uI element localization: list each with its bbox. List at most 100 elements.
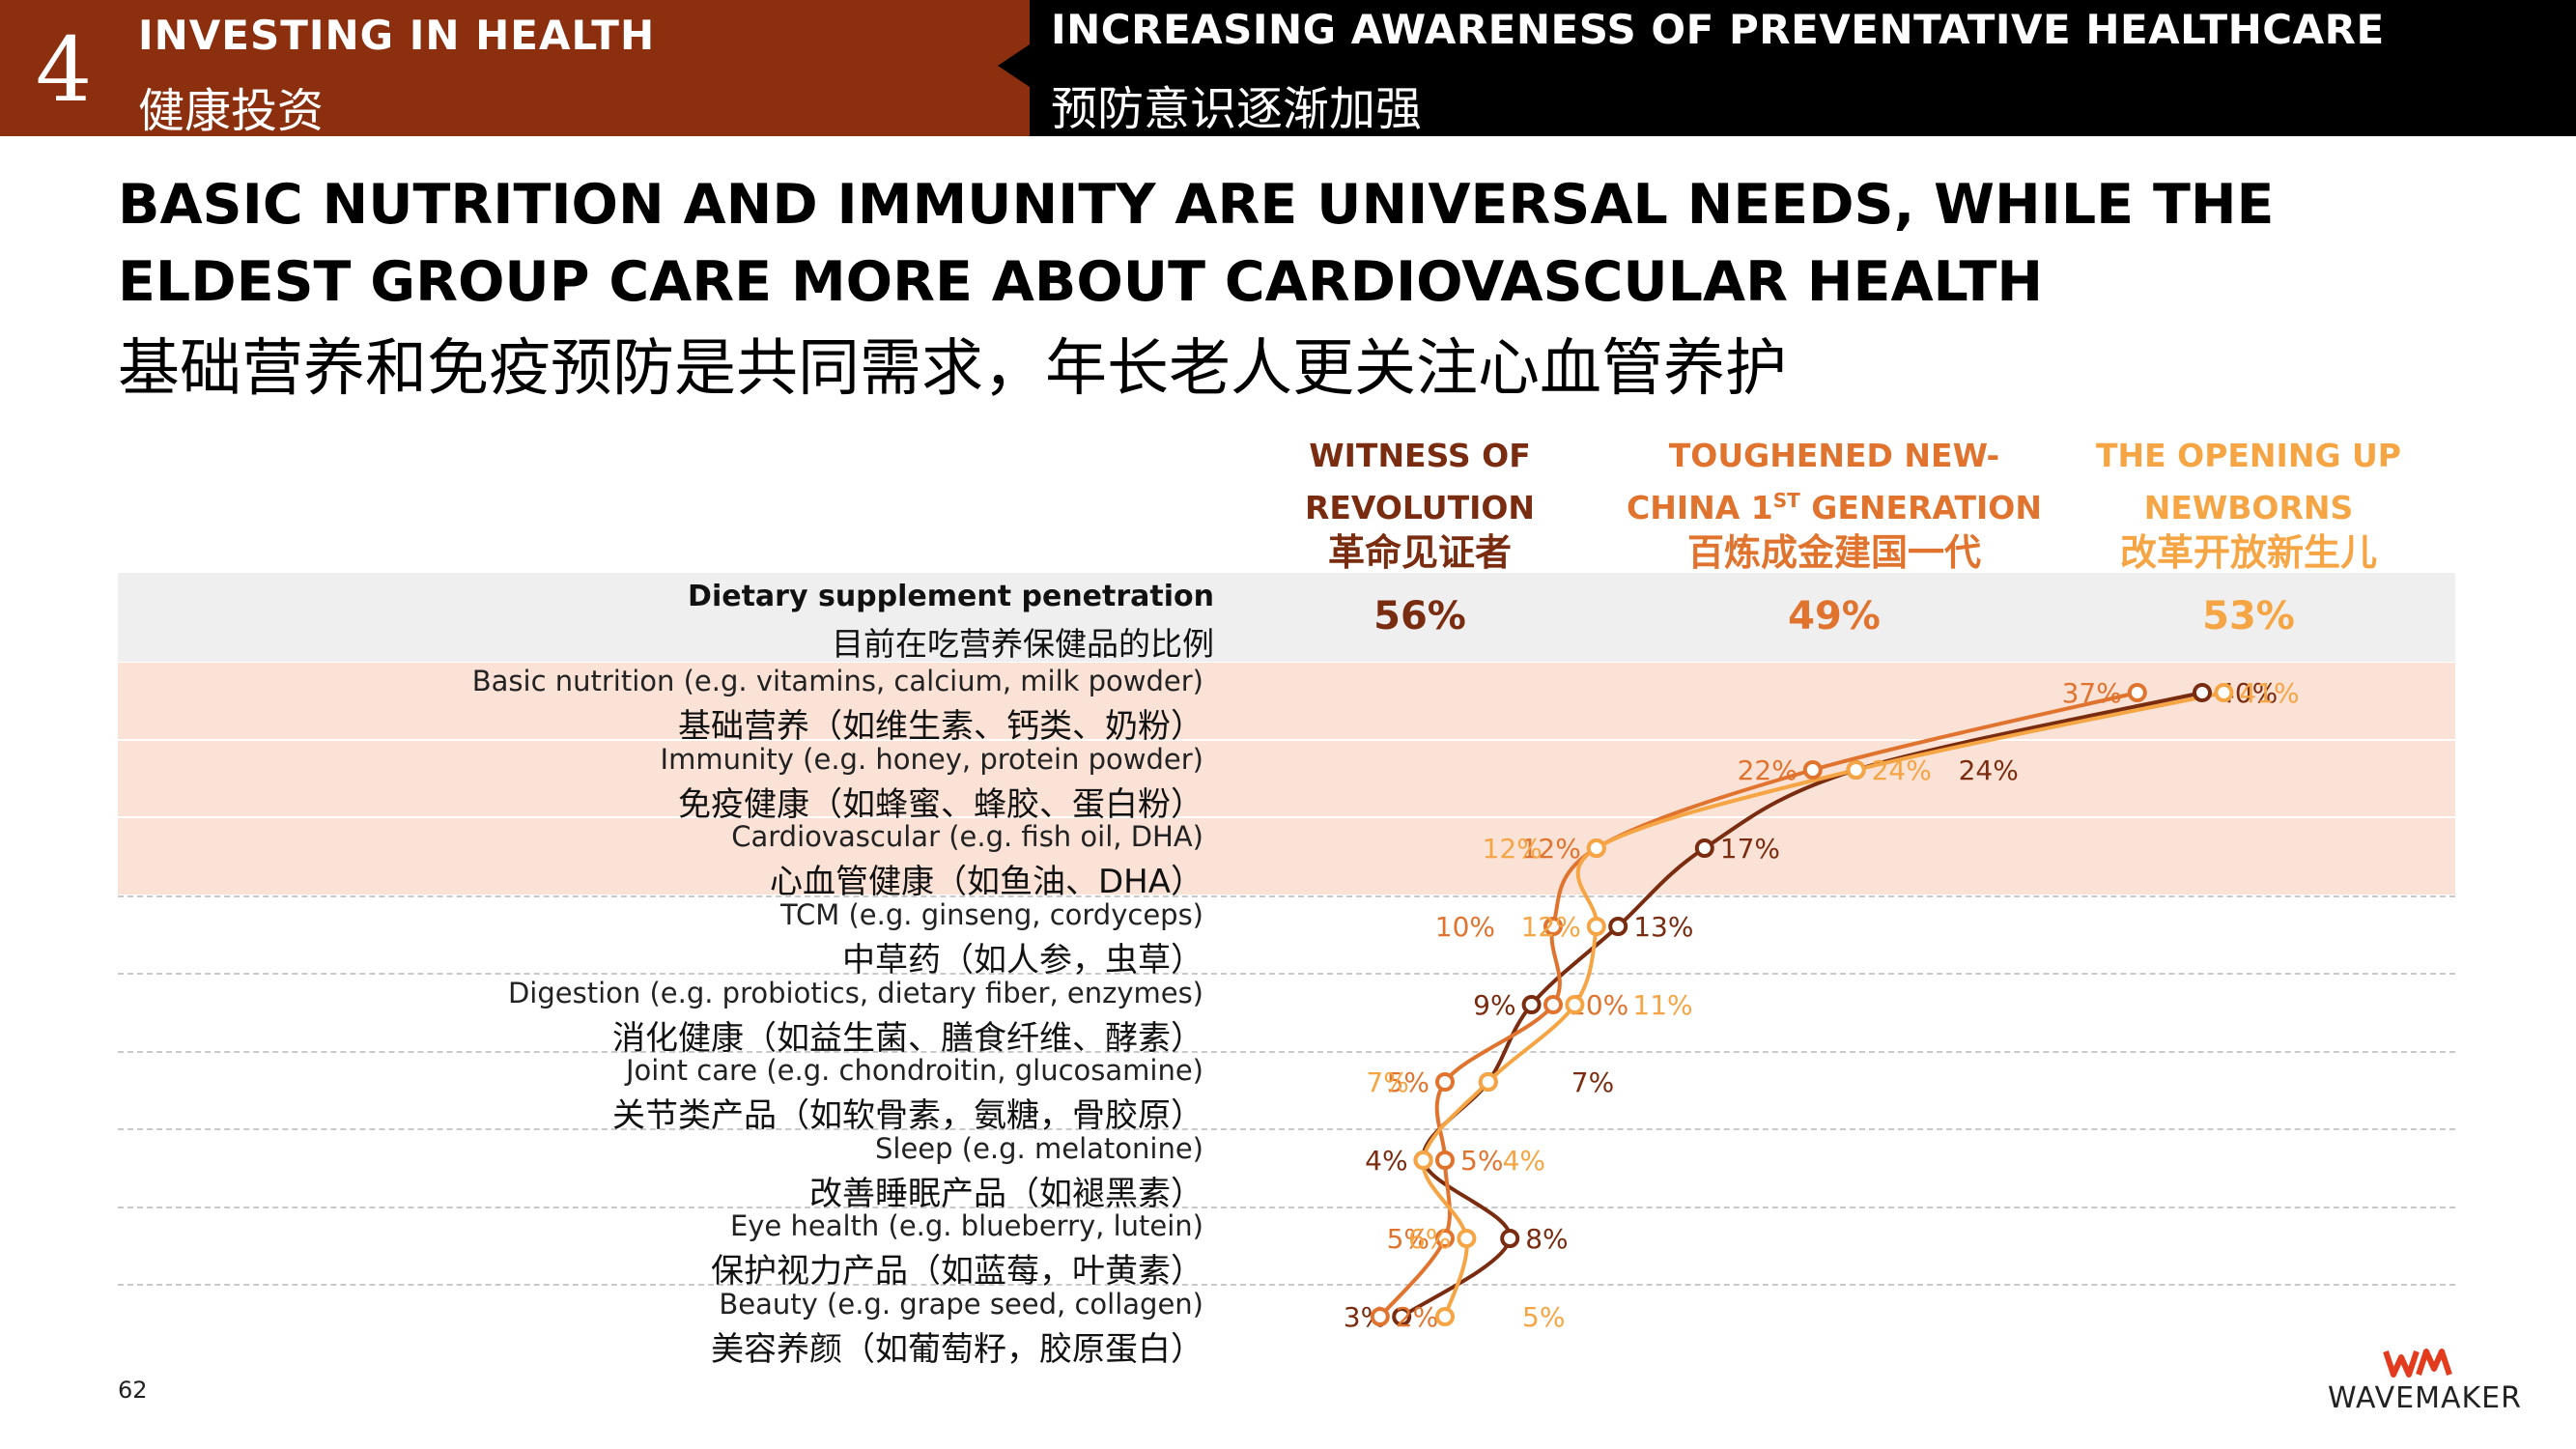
row-separator [118,973,2455,975]
data-point [1846,760,1866,780]
data-label: 37% [2062,677,2122,709]
row-label-zh: 关节类产品（如软骨素，氨糖，骨胶原） [612,1096,1203,1135]
data-label: 12% [1483,833,1543,865]
wavemaker-logo-icon [2383,1349,2452,1378]
highlight-band [118,663,2455,895]
column-header-newborns: THE OPENING UP NEWBORNS 改革开放新生儿 [2036,433,2461,576]
series-line-2 [1421,691,2224,1318]
row-label-zh: 保护视力产品（如蓝莓，叶黄素） [711,1252,1203,1291]
row-separator [118,895,2455,897]
data-label: 5% [1460,1145,1503,1177]
column-header-witness: WITNESS OF REVOLUTION 革命见证者 [1207,433,1632,576]
data-point [1370,1307,1390,1326]
penetration-band [118,573,2455,662]
data-label: 10% [1435,911,1495,943]
row-label-zh: 中草药（如人参，虫草） [842,941,1203,980]
header-title-en: INCREASING AWARENESS OF PREVENTATIVE HEA… [1051,6,2385,53]
row-label-en: Immunity (e.g. honey, protein powder) [660,743,1203,776]
data-label: 41% [2239,677,2299,709]
data-label: 5% [1387,1066,1430,1098]
data-point [2127,683,2147,702]
row-label-en: Beauty (e.g. grape seed, collagen) [719,1288,1203,1321]
column-header-line2: NEWBORNS [2143,489,2354,526]
data-point [1543,995,1563,1014]
data-label: 5% [1387,1223,1430,1255]
penetration-value-witness: 56% [1373,594,1466,639]
data-point [1586,838,1606,858]
data-point [2193,683,2212,702]
data-point [1565,995,1585,1014]
row-label-en: Cardiovascular (e.g. fish oil, DHA) [731,820,1203,853]
column-header-line1: WITNESS OF [1309,437,1531,474]
data-point [1478,1072,1498,1092]
data-label: 12% [1521,911,1581,943]
section-number: 4 [35,18,93,122]
column-header-zh: 革命见证者 [1327,531,1512,574]
row-label-en: Eye health (e.g. blueberry, lutein) [729,1209,1203,1242]
row-label-zh: 美容养颜（如葡萄籽，胶原蛋白） [711,1330,1203,1369]
row-label-zh: 免疫健康（如蜂蜜、蜂胶、蛋白粉） [678,785,1203,824]
row-label-en: Joint care (e.g. chondroitin, glucosamin… [625,1054,1203,1087]
data-point [1457,1229,1477,1248]
data-point [1435,1072,1455,1092]
data-point [1500,1229,1520,1248]
logo-wordmark: WAVEMAKER [2328,1381,2522,1415]
data-point [2214,683,2234,702]
row-separator [118,1207,2455,1208]
data-point [1435,1229,1455,1248]
series-line-1 [1378,691,2138,1319]
data-point [1694,838,1714,858]
row-label-zh: 改善睡眠产品（如褪黑素） [809,1175,1203,1213]
data-label: 5% [1522,1301,1565,1333]
data-label: 4% [1503,1145,1545,1177]
row-label-en: Sleep (e.g. melatonine) [875,1132,1203,1165]
header-notch [998,43,1033,89]
data-label: 22% [1738,754,1798,786]
penetration-label-zh: 目前在吃营养保健品的比例 [832,625,1214,663]
section-title-zh: 健康投资 [138,84,325,138]
data-point [1392,1307,1412,1326]
column-header-line1: TOUGHENED NEW- [1668,437,2000,474]
header-title-zh: 预防意识逐渐加强 [1051,82,1423,136]
penetration-label-en: Dietary supplement penetration [688,580,1214,613]
data-point [1435,1307,1455,1326]
row-separator [118,739,2455,741]
row-separator [118,1128,2455,1130]
row-label-en: TCM (e.g. ginseng, cordyceps) [779,898,1203,931]
data-label: 7% [1571,1066,1614,1098]
data-label: 8% [1525,1223,1568,1255]
data-point [1435,1151,1455,1170]
data-label: 11% [1632,989,1692,1021]
data-label: 17% [1720,833,1780,865]
row-label-en: Digestion (e.g. probiotics, dietary fibe… [507,977,1203,1009]
data-point [1586,917,1606,936]
section-bar [0,0,1030,136]
data-label: 4% [1365,1145,1407,1177]
column-header-zh: 百炼成金建国一代 [1686,531,1981,574]
page-number: 62 [118,1377,148,1404]
row-label-zh: 消化健康（如益生菌、膳食纤维、酵素） [612,1019,1203,1058]
data-label: 9% [1473,989,1515,1021]
data-label: 2% [1396,1301,1438,1333]
row-label-en: Basic nutrition (e.g. vitamins, calcium,… [471,665,1203,697]
slide-title: BASIC NUTRITION AND IMMUNITY ARE UNIVERS… [118,173,2275,314]
row-separator [118,1284,2455,1286]
data-label: 24% [1959,754,2019,786]
slide-title-zh: 基础营养和免疫预防是共同需求，年长老人更关注心血管养护 [118,333,1787,405]
header-bar [1030,0,2576,136]
data-point [1608,917,1628,936]
data-point [1543,917,1563,936]
section-title-en: INVESTING IN HEALTH [138,12,656,59]
data-point [1802,760,1823,780]
row-separator [118,816,2455,818]
column-header-toughened: TOUGHENED NEW- CHINA 1ST GENERATION 百炼成金… [1622,433,2047,576]
penetration-value-toughened: 49% [1788,594,1881,639]
row-label-zh: 基础营养（如维生素、钙类、奶粉） [678,707,1203,746]
data-point [1521,995,1542,1014]
column-header-zh: 改革开放新生儿 [2119,531,2377,574]
data-label: 12% [1521,833,1581,865]
series-line-0 [1401,691,2203,1319]
data-label: 24% [1872,754,1932,786]
row-label-zh: 心血管健康（如鱼油、DHA） [769,863,1203,901]
